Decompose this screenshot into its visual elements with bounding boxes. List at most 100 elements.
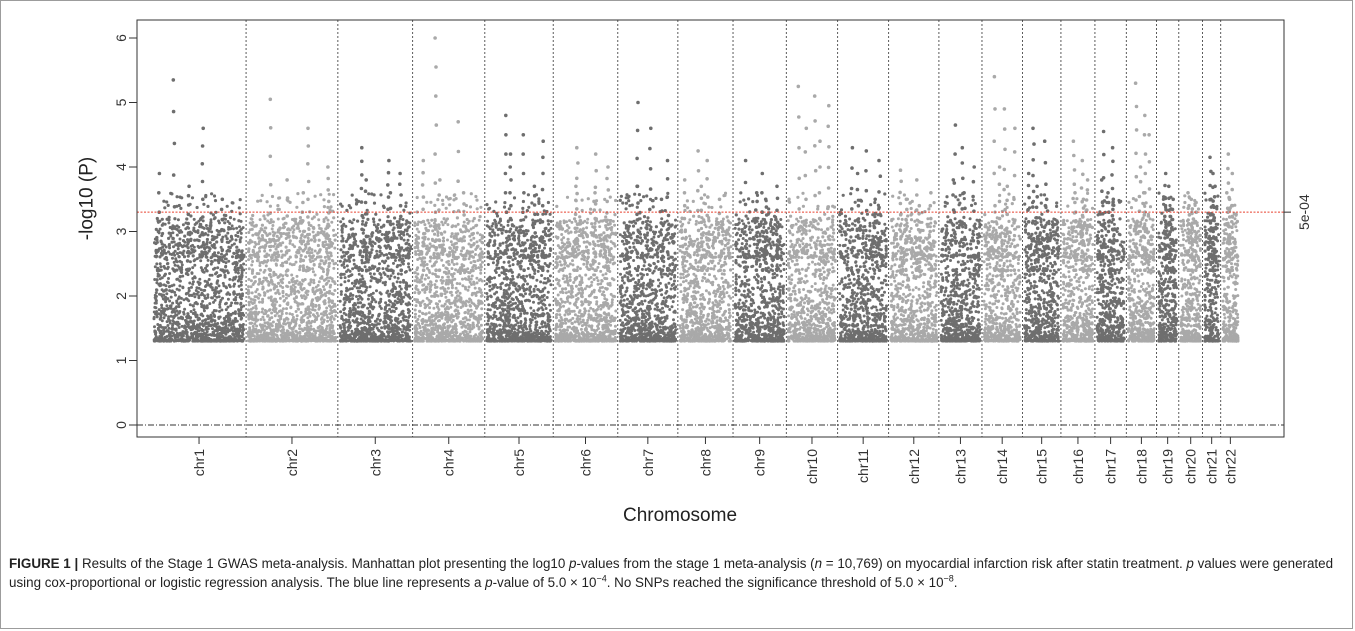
snp-point xyxy=(479,301,483,305)
snp-point xyxy=(269,288,273,292)
snp-point xyxy=(304,310,308,313)
snp-point xyxy=(186,212,191,217)
snp-point xyxy=(163,266,167,270)
snp-point xyxy=(182,249,186,253)
snp-point xyxy=(224,285,228,289)
snp-point xyxy=(229,338,233,341)
snp-point xyxy=(292,297,296,301)
snp-point xyxy=(266,321,270,325)
snp-point xyxy=(294,319,298,323)
snp-point xyxy=(207,278,211,281)
snp-point xyxy=(193,295,197,299)
snp-point xyxy=(255,259,259,263)
snp-point xyxy=(404,204,408,208)
snp-point xyxy=(176,323,180,327)
snp-point xyxy=(247,339,250,343)
snp-point xyxy=(212,300,215,304)
snp-point xyxy=(358,301,362,305)
snp-point xyxy=(167,315,171,319)
snp-point xyxy=(153,325,156,329)
snp-point xyxy=(375,237,379,241)
snp-point xyxy=(158,325,162,329)
snp-point xyxy=(198,333,202,337)
snp-point xyxy=(201,240,205,244)
snp-point xyxy=(375,289,378,293)
snp-point xyxy=(237,336,241,340)
snp-point xyxy=(407,265,411,269)
snp-point xyxy=(164,300,168,304)
snp-point xyxy=(373,242,377,245)
snp-point xyxy=(186,273,190,277)
snp-point xyxy=(345,270,348,274)
snp-point xyxy=(216,266,220,270)
snp-point xyxy=(250,217,254,221)
snp-point xyxy=(418,309,421,313)
snp-point xyxy=(469,261,473,265)
snp-point xyxy=(223,319,227,323)
snp-point xyxy=(175,233,179,237)
snp-point xyxy=(176,247,180,251)
snp-point xyxy=(237,219,241,223)
snp-point xyxy=(389,321,393,325)
snp-point xyxy=(286,317,290,321)
snp-point xyxy=(436,233,440,237)
snp-point xyxy=(277,207,281,211)
snp-point xyxy=(360,159,364,164)
snp-point xyxy=(166,262,170,265)
snp-point xyxy=(375,249,379,253)
snp-point xyxy=(346,325,350,329)
snp-point xyxy=(467,278,471,282)
snp-point xyxy=(402,233,406,237)
snp-point xyxy=(159,338,163,342)
snp-point xyxy=(187,286,191,290)
snp-point xyxy=(313,314,317,318)
snp-point xyxy=(463,285,467,289)
snp-point xyxy=(241,311,245,315)
snp-point xyxy=(322,220,326,223)
snp-point xyxy=(229,235,234,239)
snp-point xyxy=(232,298,236,302)
chromosome-points-chr3 xyxy=(338,145,413,343)
snp-point xyxy=(378,262,381,266)
snp-point xyxy=(199,259,203,263)
snp-point xyxy=(384,280,387,284)
snp-point xyxy=(356,339,360,342)
snp-point xyxy=(372,325,376,329)
snp-point xyxy=(301,249,306,253)
snp-point xyxy=(320,266,324,270)
snp-point xyxy=(363,326,366,330)
snp-point xyxy=(298,216,302,220)
snp-point xyxy=(173,253,177,257)
snp-point xyxy=(347,233,351,237)
snp-point xyxy=(213,294,217,298)
snp-point xyxy=(179,270,183,274)
snp-point xyxy=(357,272,361,276)
snp-point xyxy=(472,280,476,284)
snp-point xyxy=(413,315,417,319)
snp-point xyxy=(165,292,169,296)
snp-point xyxy=(237,206,241,210)
snp-point xyxy=(299,311,303,314)
snp-point xyxy=(477,218,481,222)
snp-point xyxy=(171,109,176,114)
snp-point xyxy=(353,266,357,269)
snp-point xyxy=(364,234,369,239)
snp-point xyxy=(352,258,356,262)
snp-point xyxy=(402,230,406,234)
snp-point xyxy=(205,306,209,310)
snp-point xyxy=(450,293,454,297)
snp-point xyxy=(186,240,190,245)
snp-point xyxy=(469,277,473,281)
snp-point xyxy=(217,284,221,288)
snp-point xyxy=(449,240,453,244)
snp-point xyxy=(303,297,307,301)
snp-point xyxy=(339,220,343,224)
snp-point xyxy=(310,333,314,337)
snp-point xyxy=(359,310,363,314)
snp-point xyxy=(313,334,317,338)
snp-point xyxy=(206,258,210,262)
snp-point xyxy=(445,260,449,264)
snp-point xyxy=(408,296,412,300)
snp-point xyxy=(441,223,445,227)
